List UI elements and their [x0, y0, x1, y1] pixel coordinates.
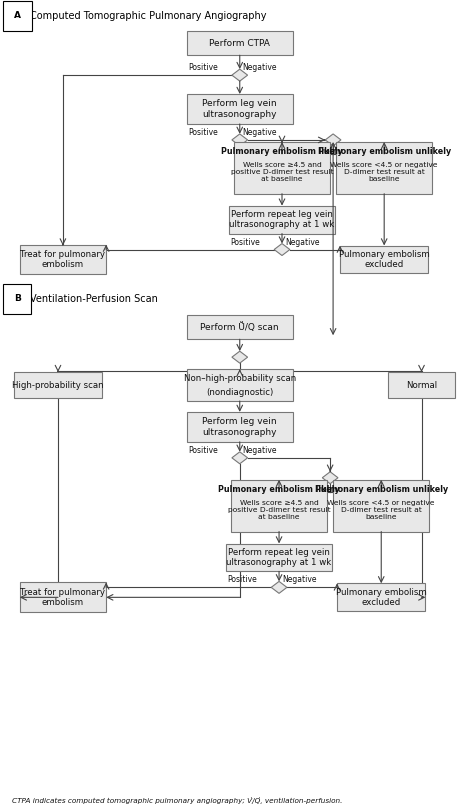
- Text: Negative: Negative: [285, 238, 319, 247]
- Text: Pulmonary embolism unlikely: Pulmonary embolism unlikely: [318, 148, 451, 157]
- Text: Pulmonary embolism
excluded: Pulmonary embolism excluded: [336, 588, 427, 607]
- Bar: [187, 412, 293, 442]
- Polygon shape: [274, 243, 290, 255]
- Bar: [333, 480, 429, 531]
- Polygon shape: [325, 134, 341, 146]
- Text: Positive: Positive: [188, 63, 218, 72]
- Text: Pulmonary embolism likely: Pulmonary embolism likely: [218, 485, 340, 494]
- Bar: [187, 369, 293, 401]
- Text: Positive: Positive: [231, 238, 260, 247]
- Polygon shape: [271, 581, 287, 594]
- Text: Treat for pulmonary
embolism: Treat for pulmonary embolism: [20, 250, 105, 269]
- Text: A: A: [14, 11, 21, 20]
- Text: Positive: Positive: [228, 575, 257, 585]
- Text: Perform CTPA: Perform CTPA: [210, 39, 270, 48]
- Bar: [14, 372, 102, 398]
- Bar: [388, 372, 455, 398]
- Text: Non–high-probability scan: Non–high-probability scan: [183, 374, 296, 383]
- Bar: [187, 315, 293, 339]
- Text: Perform Ṻ̇/Q̇ scan: Perform Ṻ̇/Q̇ scan: [201, 322, 279, 333]
- Polygon shape: [232, 69, 247, 81]
- Text: Normal: Normal: [406, 380, 437, 389]
- Text: Pulmonary embolism
excluded: Pulmonary embolism excluded: [339, 250, 429, 269]
- Text: Pulmonary embolism unlikely: Pulmonary embolism unlikely: [315, 485, 448, 494]
- Text: Wells score ≥4.5 and
positive D-dimer test result
at baseline: Wells score ≥4.5 and positive D-dimer te…: [228, 500, 330, 520]
- Text: Perform leg vein
ultrasonography: Perform leg vein ultrasonography: [202, 99, 277, 118]
- Bar: [340, 246, 428, 273]
- Text: Wells score <4.5 or negative
D-dimer test result at
baseline: Wells score <4.5 or negative D-dimer tes…: [330, 162, 438, 182]
- Polygon shape: [232, 351, 247, 363]
- Text: Perform repeat leg vein
ultrasonography at 1 wk: Perform repeat leg vein ultrasonography …: [227, 547, 332, 567]
- Bar: [187, 94, 293, 124]
- Text: Wells score <4.5 or negative
D-dimer test result at
baseline: Wells score <4.5 or negative D-dimer tes…: [328, 500, 435, 520]
- Polygon shape: [232, 452, 247, 464]
- Bar: [229, 206, 335, 234]
- Bar: [337, 583, 426, 611]
- Text: Positive: Positive: [188, 446, 218, 455]
- Text: Treat for pulmonary
embolism: Treat for pulmonary embolism: [20, 588, 105, 607]
- Bar: [187, 32, 293, 55]
- Text: Perform leg vein
ultrasonography: Perform leg vein ultrasonography: [202, 417, 277, 436]
- Text: Wells score ≥4.5 and
positive D-dimer test result
at baseline: Wells score ≥4.5 and positive D-dimer te…: [231, 162, 333, 182]
- Text: High-probability scan: High-probability scan: [12, 380, 104, 389]
- Text: Negative: Negative: [243, 128, 277, 137]
- Bar: [226, 543, 332, 572]
- Text: Perform repeat leg vein
ultrasonography at 1 wk: Perform repeat leg vein ultrasonography …: [229, 210, 335, 230]
- Bar: [234, 142, 330, 194]
- Bar: [20, 582, 106, 612]
- Text: Negative: Negative: [282, 575, 317, 585]
- Text: Negative: Negative: [243, 63, 277, 72]
- Text: CTPA indicates computed tomographic pulmonary angiography; V̇/Q̇, ventilation-pe: CTPA indicates computed tomographic pulm…: [12, 796, 342, 804]
- Polygon shape: [322, 472, 338, 483]
- Text: B: B: [14, 294, 21, 303]
- Bar: [336, 142, 432, 194]
- Text: (nondiagnostic): (nondiagnostic): [206, 388, 273, 397]
- Text: Computed Tomographic Pulmonary Angiography: Computed Tomographic Pulmonary Angiograp…: [30, 11, 267, 21]
- Text: Negative: Negative: [243, 446, 277, 455]
- Text: Positive: Positive: [188, 128, 218, 137]
- Bar: [20, 245, 106, 274]
- Text: Pulmonary embolism likely: Pulmonary embolism likely: [221, 148, 343, 157]
- Polygon shape: [232, 134, 247, 146]
- Bar: [231, 480, 327, 531]
- Text: Ventilation-Perfusion Scan: Ventilation-Perfusion Scan: [30, 294, 158, 304]
